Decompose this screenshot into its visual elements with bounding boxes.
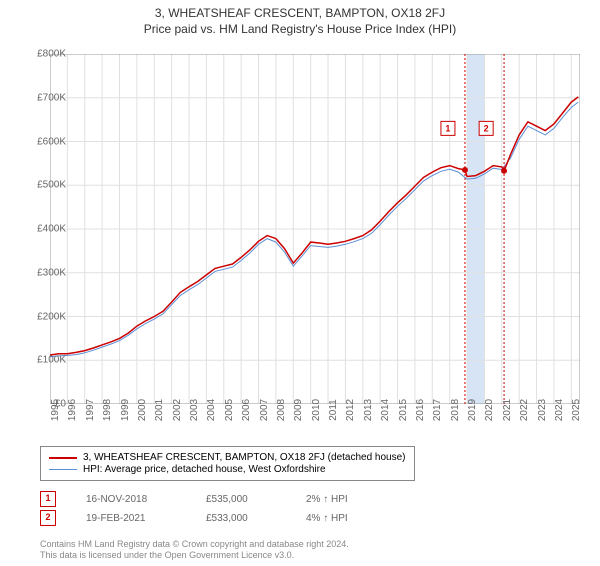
- sale-row: 1 16-NOV-2018 £535,000 2% ↑ HPI: [40, 491, 366, 507]
- chart-container: { "title": "3, WHEATSHEAF CRESCENT, BAMP…: [0, 6, 600, 566]
- legend-row: 3, WHEATSHEAF CRESCENT, BAMPTON, OX18 2F…: [49, 452, 406, 463]
- legend-swatch: [49, 469, 77, 470]
- sale-pct: 2% ↑ HPI: [306, 494, 366, 505]
- x-tick-label: 2009: [293, 399, 304, 421]
- x-tick-label: 1995: [50, 399, 61, 421]
- footer-line-2: This data is licensed under the Open Gov…: [40, 550, 349, 562]
- y-tick-label: £300K: [22, 267, 66, 278]
- chart-svg: 12: [50, 54, 580, 404]
- legend-swatch: [49, 457, 77, 459]
- y-tick-label: £200K: [22, 311, 66, 322]
- sale-pct: 4% ↑ HPI: [306, 513, 366, 524]
- sale-date: 16-NOV-2018: [86, 494, 176, 505]
- sale-price: £533,000: [206, 513, 276, 524]
- x-tick-label: 1997: [85, 399, 96, 421]
- legend-label: 3, WHEATSHEAF CRESCENT, BAMPTON, OX18 2F…: [83, 452, 406, 463]
- y-tick-label: £800K: [22, 49, 66, 60]
- x-tick-label: 2004: [206, 399, 217, 421]
- x-tick-label: 2013: [363, 399, 374, 421]
- sale-price: £535,000: [206, 494, 276, 505]
- chart-title: 3, WHEATSHEAF CRESCENT, BAMPTON, OX18 2F…: [0, 6, 600, 20]
- x-tick-label: 2025: [571, 399, 582, 421]
- footer-line-1: Contains HM Land Registry data © Crown c…: [40, 539, 349, 551]
- x-tick-label: 2020: [484, 399, 495, 421]
- svg-text:1: 1: [445, 123, 450, 133]
- x-tick-label: 2005: [224, 399, 235, 421]
- x-tick-label: 2002: [172, 399, 183, 421]
- legend-row: HPI: Average price, detached house, West…: [49, 464, 406, 475]
- x-tick-label: 1999: [120, 399, 131, 421]
- x-tick-label: 2019: [467, 399, 478, 421]
- x-tick-label: 2016: [415, 399, 426, 421]
- x-tick-label: 2022: [519, 399, 530, 421]
- x-tick-label: 2007: [259, 399, 270, 421]
- x-tick-label: 1998: [102, 399, 113, 421]
- x-tick-label: 2001: [154, 399, 165, 421]
- chart-subtitle: Price paid vs. HM Land Registry's House …: [0, 22, 600, 36]
- y-tick-label: £700K: [22, 92, 66, 103]
- chart-area: 12: [50, 54, 580, 404]
- sale-row: 2 19-FEB-2021 £533,000 4% ↑ HPI: [40, 510, 366, 526]
- x-tick-label: 1996: [67, 399, 78, 421]
- x-tick-label: 2003: [189, 399, 200, 421]
- x-tick-label: 2000: [137, 399, 148, 421]
- footer: Contains HM Land Registry data © Crown c…: [40, 539, 349, 562]
- sale-marker: 1: [40, 491, 56, 507]
- svg-text:2: 2: [484, 123, 489, 133]
- y-tick-label: £500K: [22, 180, 66, 191]
- y-tick-label: £100K: [22, 355, 66, 366]
- x-tick-label: 2024: [554, 399, 565, 421]
- x-tick-label: 2017: [432, 399, 443, 421]
- x-tick-label: 2021: [502, 399, 513, 421]
- y-tick-label: £400K: [22, 224, 66, 235]
- x-tick-label: 2014: [380, 399, 391, 421]
- x-tick-label: 2015: [398, 399, 409, 421]
- y-tick-label: £600K: [22, 136, 66, 147]
- legend-label: HPI: Average price, detached house, West…: [83, 464, 326, 475]
- sale-date: 19-FEB-2021: [86, 513, 176, 524]
- x-tick-label: 2006: [241, 399, 252, 421]
- x-tick-label: 2018: [450, 399, 461, 421]
- sales-table: 1 16-NOV-2018 £535,000 2% ↑ HPI 2 19-FEB-2021…: [40, 488, 366, 529]
- x-tick-label: 2023: [537, 399, 548, 421]
- legend: 3, WHEATSHEAF CRESCENT, BAMPTON, OX18 2F…: [40, 446, 415, 481]
- x-tick-label: 2012: [345, 399, 356, 421]
- x-tick-label: 2011: [328, 399, 339, 421]
- sale-marker: 2: [40, 510, 56, 526]
- x-tick-label: 2008: [276, 399, 287, 421]
- x-tick-label: 2010: [311, 399, 322, 421]
